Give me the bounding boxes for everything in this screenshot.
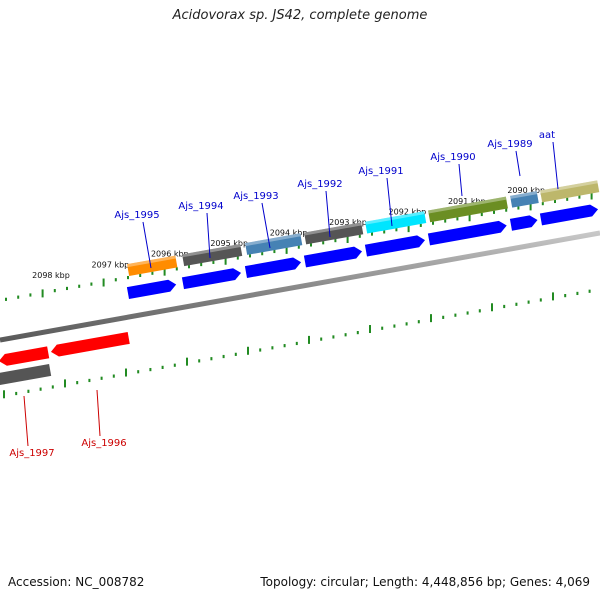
gene-leader-line: [206, 212, 211, 259]
forward-gene-label: Ajs_1992: [297, 179, 342, 190]
forward-gene: [182, 243, 243, 267]
gene-leader-line: [96, 389, 101, 437]
gene-leader-line: [142, 221, 152, 269]
forward-gene-label: aat: [539, 130, 555, 141]
scale-label: 2091 kbp: [448, 197, 486, 206]
cds-arrow-shape: [303, 246, 363, 268]
forward-gene: [304, 222, 364, 245]
gene-labels: Ajs_1995 Ajs_1994 Ajs_1993 Ajs_1992 Ajs_1991…: [9, 130, 559, 459]
gene-box: [245, 233, 303, 255]
scale-label: 2090 kbp: [507, 186, 545, 195]
cds-arrow: [181, 268, 242, 290]
reverse-feature: [0, 364, 52, 385]
gene-leader-line: [261, 202, 271, 249]
forward-gene-label: Ajs_1995: [114, 210, 159, 221]
gene-box-highlight: [304, 222, 362, 236]
cds-arrow-shape: [509, 215, 538, 231]
cds-arrow-shape: [427, 220, 507, 246]
reverse-gene-arrow: [50, 332, 130, 357]
cds-arrow-shape: [244, 257, 302, 278]
cds-arrow-track: [126, 204, 599, 299]
scale-labels: 2098 kbp 2097 kbp 2096 kbp 2095 kbp 2094 kbp…: [32, 186, 545, 280]
genome-backbone: [0, 230, 600, 343]
scale-label: 2095 kbp: [210, 239, 248, 248]
accession-text: Accession: NC_008782: [8, 575, 145, 589]
forward-gene-label: Ajs_1990: [430, 152, 475, 163]
gene-leader-line: [386, 177, 393, 227]
cds-arrow: [244, 257, 302, 278]
cds-arrow-shape: [539, 204, 599, 226]
gene-leader-line: [552, 141, 559, 190]
forward-gene-label: Ajs_1993: [233, 191, 278, 202]
scale-label: 2092 kbp: [389, 207, 427, 216]
forward-gene: [245, 233, 303, 255]
map-title: Acidovorax sp. JS42, complete genome: [172, 8, 428, 23]
gene-box-highlight: [510, 191, 538, 199]
scale-label: 2098 kbp: [32, 271, 70, 280]
reverse-gene-track: [0, 332, 130, 385]
gene-box: [428, 196, 508, 223]
reverse-gene-label: Ajs_1996: [81, 438, 126, 449]
gene-box-highlight: [365, 211, 425, 225]
gene-box: [540, 180, 600, 203]
forward-gene: [127, 255, 178, 276]
forward-gene-track: [127, 180, 600, 276]
gene-leader-line: [515, 150, 521, 177]
topology-text: Topology: circular; Length: 4,448,856 bp…: [260, 575, 590, 589]
gene-box-highlight: [182, 243, 241, 258]
forward-gene-label: Ajs_1994: [178, 201, 223, 212]
reverse-gene: [0, 346, 50, 366]
gene-leader-line: [23, 395, 29, 447]
cds-arrow: [364, 235, 426, 257]
reverse-gene-arrow: [0, 346, 50, 366]
cds-arrow: [303, 246, 363, 268]
gene-box-highlight: [428, 196, 507, 214]
cds-arrow-shape: [126, 279, 177, 299]
gene-box-highlight: [127, 255, 176, 268]
scale-label: 2093 kbp: [329, 218, 367, 227]
forward-gene-label: Ajs_1991: [358, 166, 403, 177]
gene-box: [510, 191, 539, 208]
forward-gene: [428, 196, 508, 223]
forward-gene: [540, 180, 600, 203]
backbone: [0, 230, 600, 343]
reverse-gene-label: Ajs_1997: [9, 448, 54, 459]
cds-arrow: [126, 279, 177, 299]
cds-arrow: [509, 215, 538, 231]
gene-box: [182, 243, 243, 267]
inner-tick-track: [3, 289, 591, 399]
gene-box: [365, 211, 427, 234]
scale-label: 2097 kbp: [92, 260, 130, 269]
forward-gene: [365, 211, 427, 234]
forward-gene-label: Ajs_1989: [487, 139, 532, 150]
cds-arrow-shape: [181, 268, 242, 290]
forward-gene: [510, 191, 539, 208]
cds-arrow: [427, 220, 507, 246]
cds-arrow: [539, 204, 599, 226]
gene-box-highlight: [540, 180, 598, 194]
reverse-feature-box: [0, 364, 52, 385]
reverse-gene: [50, 332, 130, 357]
gene-box: [127, 255, 178, 276]
gene-box-highlight: [245, 233, 301, 247]
scale-label: 2096 kbp: [151, 250, 189, 259]
scale-label: 2094 kbp: [270, 229, 308, 238]
gene-box: [304, 222, 364, 245]
gene-leader-line: [325, 190, 331, 238]
gene-leader-line: [458, 163, 463, 197]
cds-arrow-shape: [364, 235, 426, 257]
